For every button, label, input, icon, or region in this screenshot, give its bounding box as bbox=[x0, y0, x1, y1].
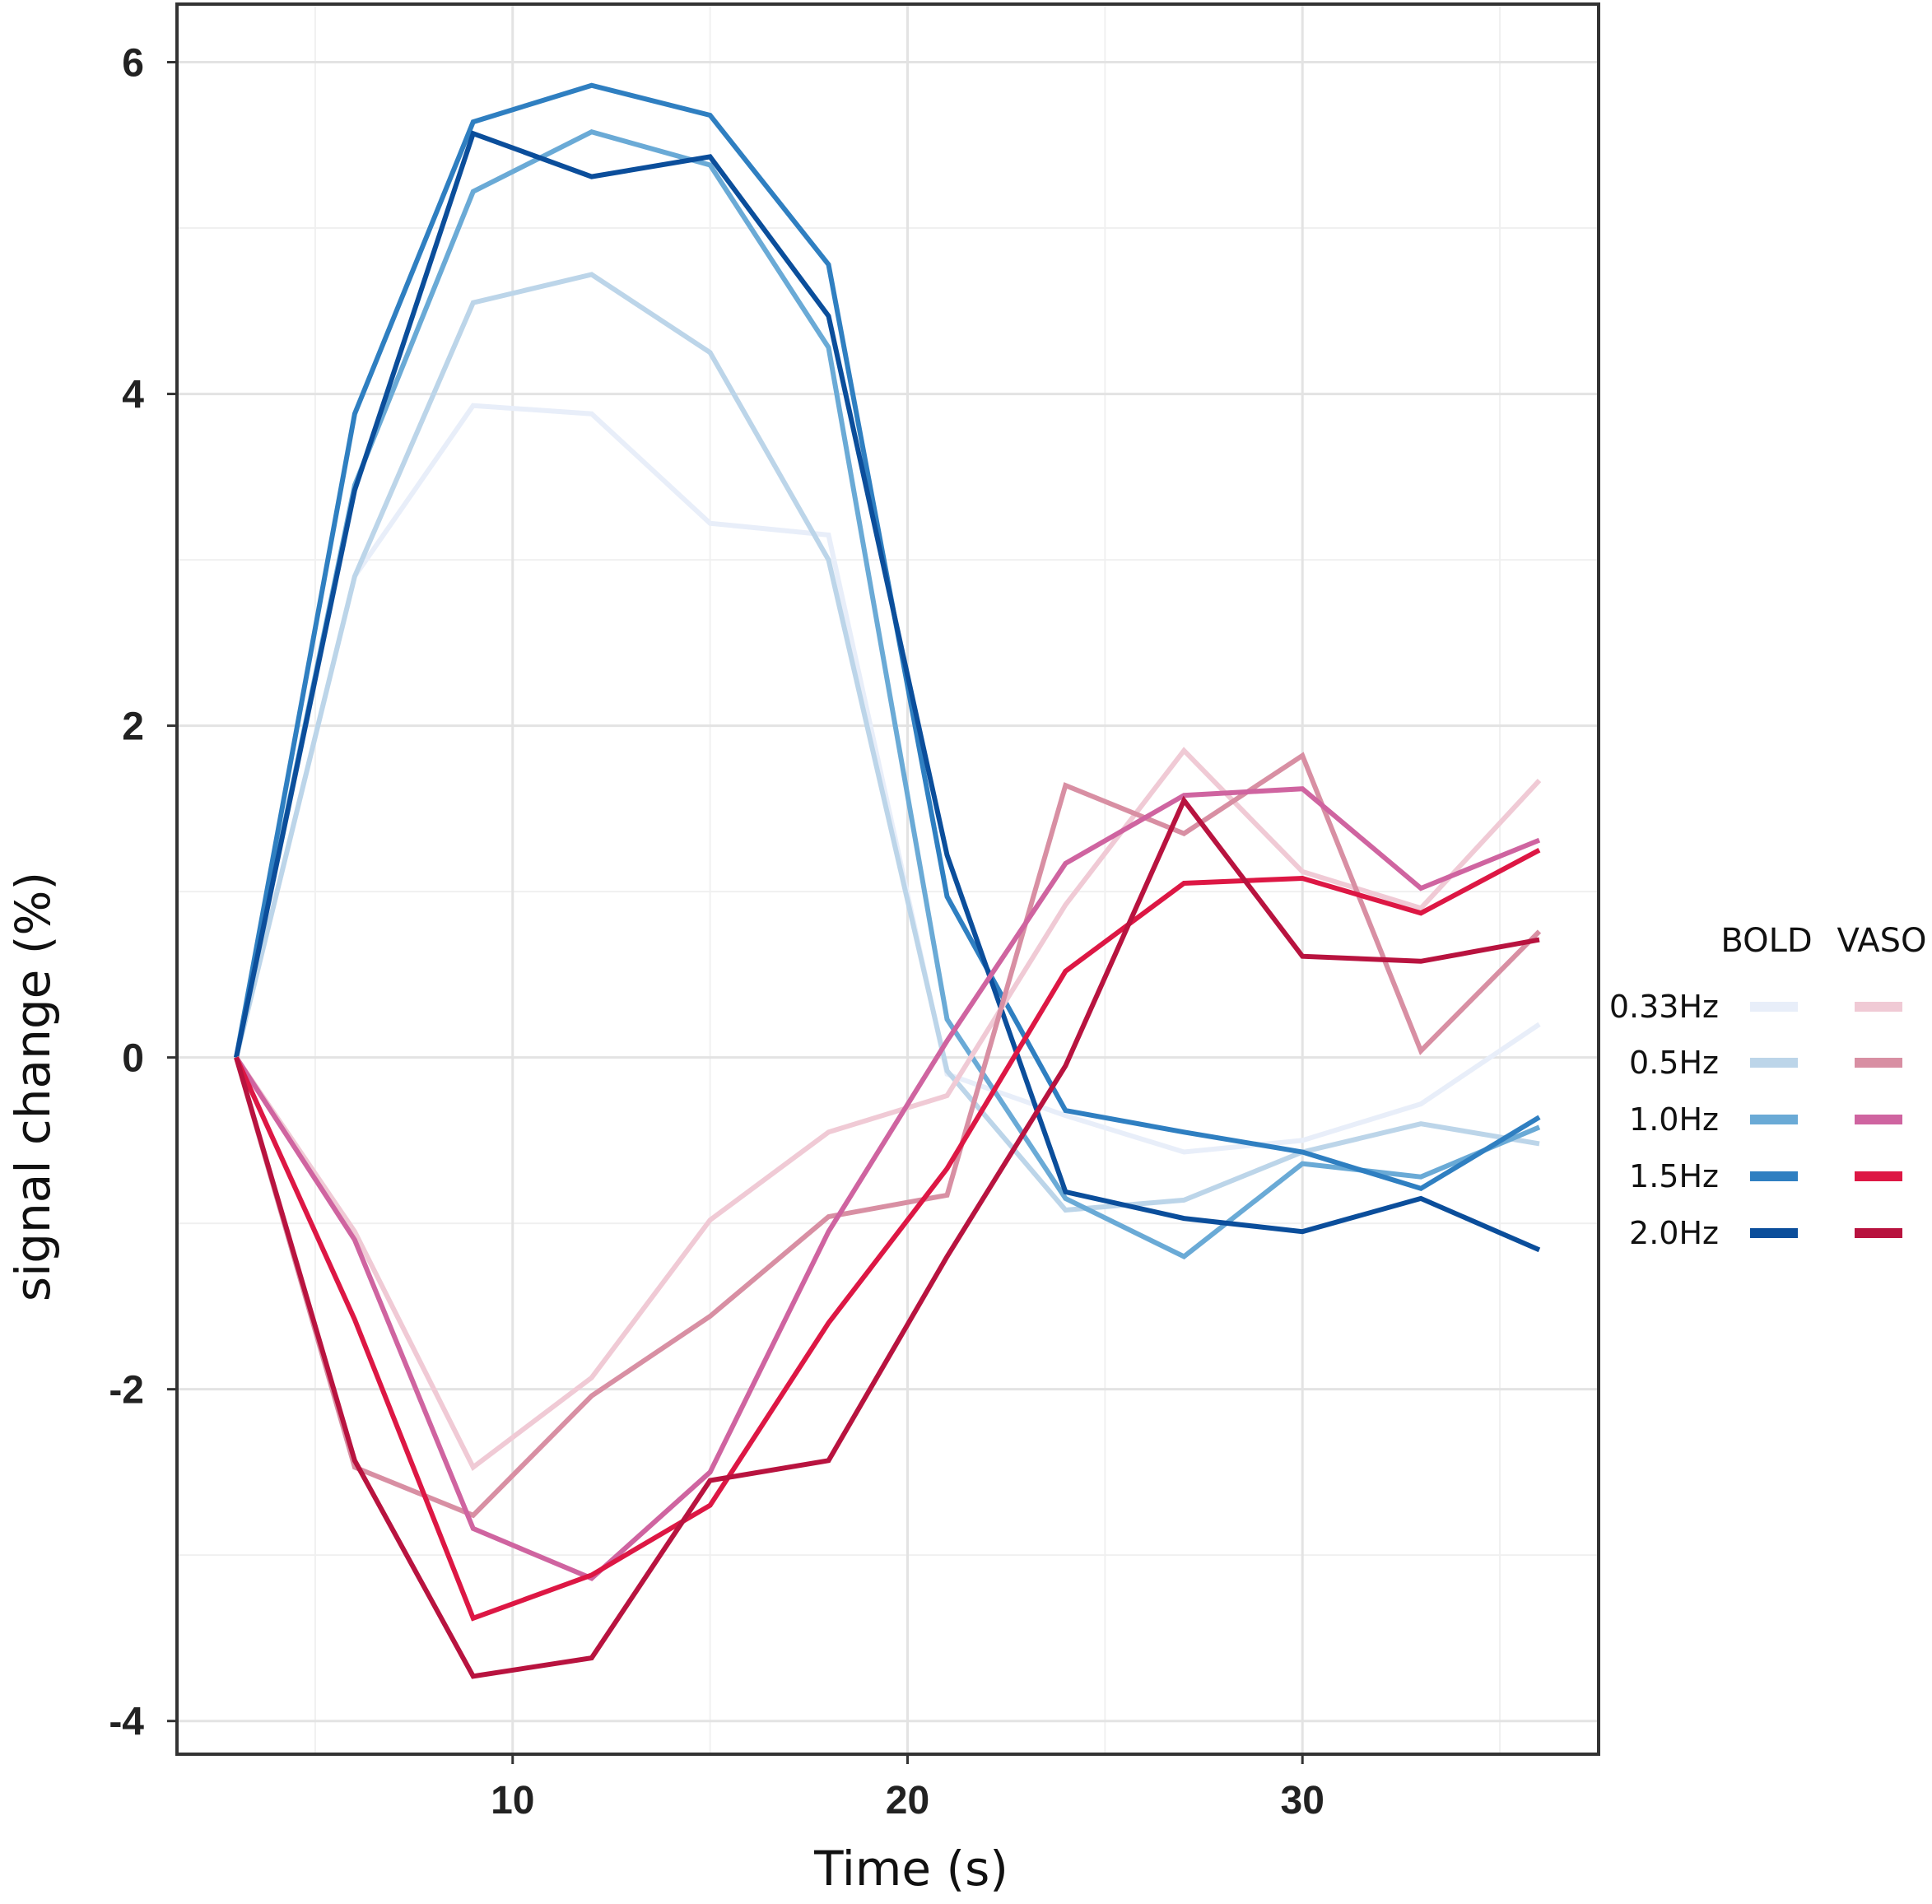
legend-label-3: 1.5Hz bbox=[1629, 1158, 1719, 1194]
legend: BOLD VASO 0.33Hz 0.5Hz 1.0Hz 1.5Hz 2.0Hz bbox=[1609, 922, 1927, 1251]
x-axis-title: Time (s) bbox=[813, 1841, 1008, 1897]
y-tick-label: -4 bbox=[109, 1701, 144, 1744]
series-line-vaso-2-0hz bbox=[234, 795, 1540, 1679]
plot-border bbox=[175, 2, 1600, 1756]
x-tick-label: 30 bbox=[1281, 1779, 1324, 1823]
y-tick-label: 0 bbox=[122, 1037, 144, 1081]
y-axis-ticks: -4 -2 0 2 4 6 bbox=[109, 42, 177, 1744]
legend-header-bold: BOLD bbox=[1720, 922, 1812, 960]
y-tick-label: 4 bbox=[122, 374, 144, 417]
y-tick-label: 2 bbox=[122, 705, 144, 749]
series-line-bold-2-0hz bbox=[234, 130, 1541, 1253]
series-line-vaso-1-0hz bbox=[234, 786, 1541, 1581]
legend-label-2: 1.0Hz bbox=[1629, 1101, 1719, 1138]
series-line-vaso-0-33hz bbox=[234, 747, 1542, 1471]
x-tick-label: 10 bbox=[491, 1779, 534, 1823]
y-tick-label: -2 bbox=[109, 1369, 144, 1413]
x-axis-ticks: 10 20 30 bbox=[491, 1754, 1324, 1823]
series-line-vaso-1-5hz bbox=[234, 848, 1541, 1622]
series-lines bbox=[234, 82, 1542, 1679]
series-line-bold-0-5hz bbox=[234, 272, 1540, 1213]
x-tick-label: 20 bbox=[886, 1779, 929, 1823]
legend-label-1: 0.5Hz bbox=[1629, 1045, 1719, 1081]
minor-gridlines bbox=[177, 4, 1599, 1754]
y-axis-title: signal change (%) bbox=[5, 872, 61, 1301]
series-line-bold-1-0hz bbox=[234, 128, 1541, 1260]
plot-background bbox=[177, 4, 1599, 1754]
legend-header-vaso: VASO bbox=[1837, 922, 1926, 960]
legend-label-0: 0.33Hz bbox=[1609, 989, 1719, 1025]
legend-label-4: 2.0Hz bbox=[1629, 1215, 1719, 1251]
legend-keys bbox=[1750, 1002, 1902, 1238]
y-tick-label: 6 bbox=[122, 42, 144, 86]
